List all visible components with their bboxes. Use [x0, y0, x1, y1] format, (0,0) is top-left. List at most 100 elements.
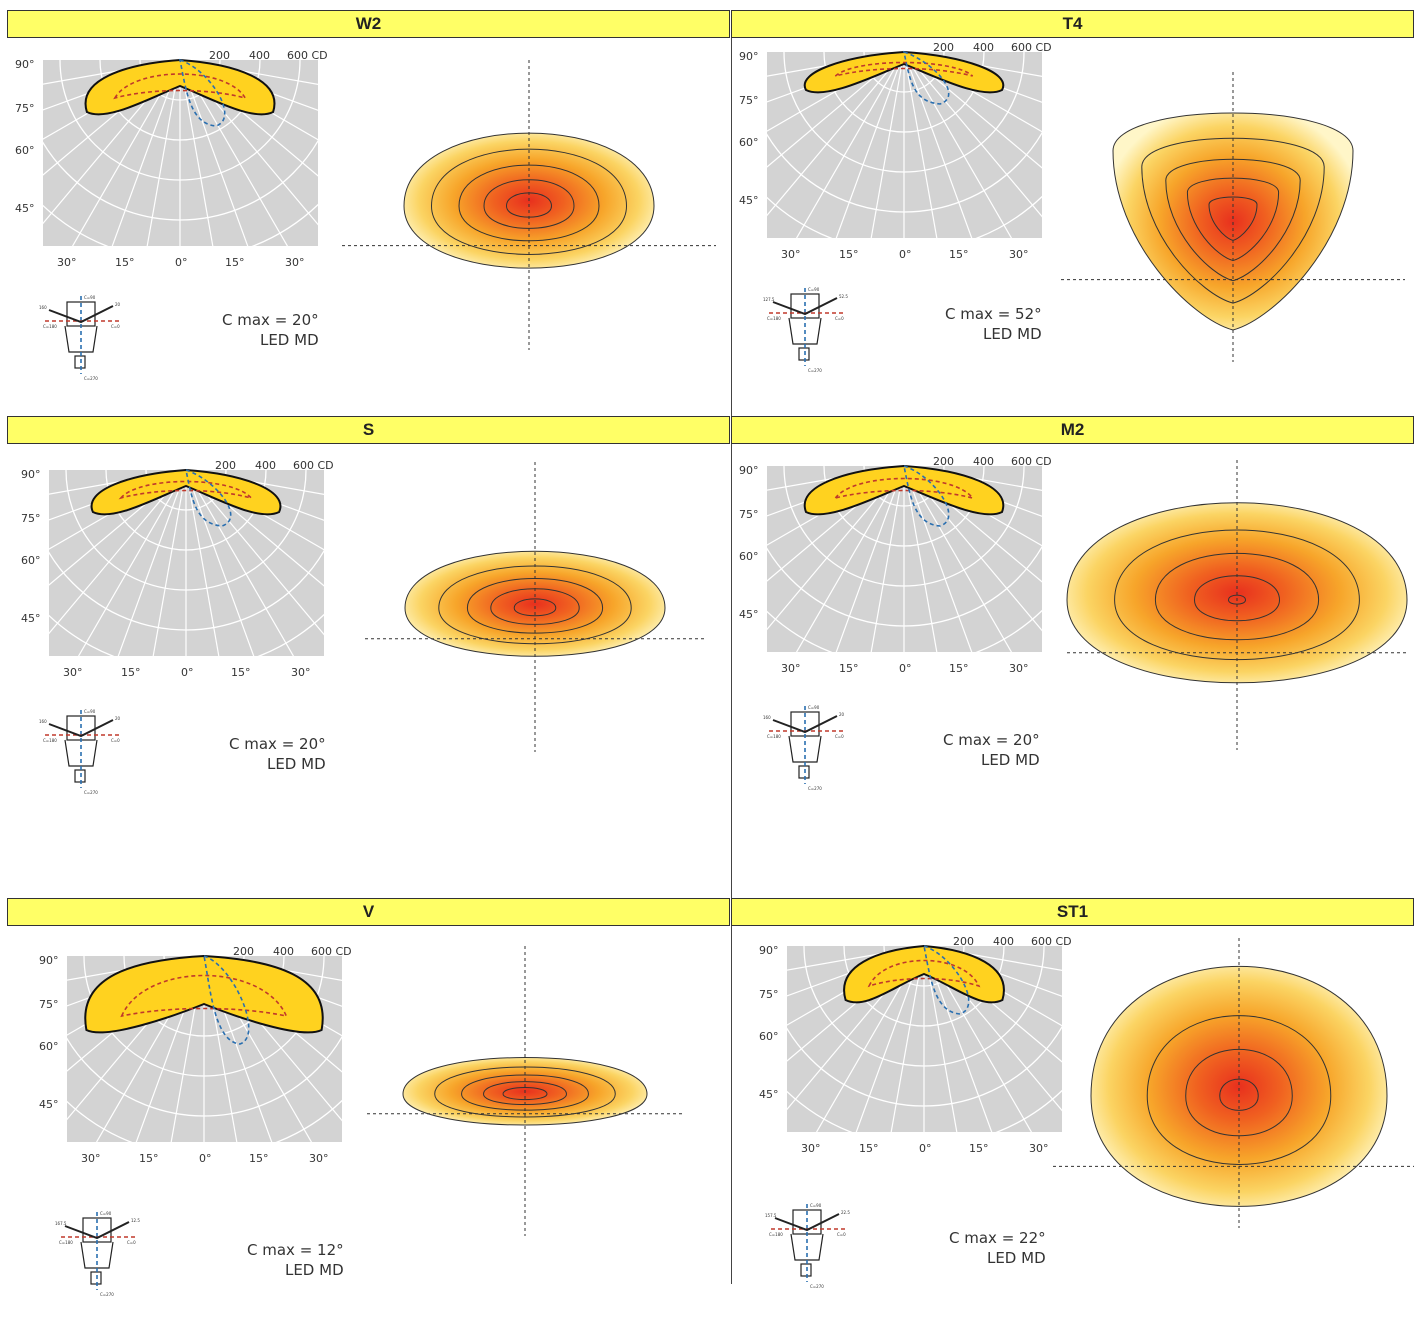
- panel-title: S: [362, 420, 375, 439]
- mount-label-left: 160: [763, 715, 771, 720]
- mount-label-c0: C=0: [111, 324, 120, 329]
- polar-diagram: 200 400 600 CD 90° 75° 60° 45° 30° 15° 0…: [39, 945, 352, 1165]
- cd-label: 200: [215, 459, 236, 472]
- angle-label: 60°: [39, 1040, 59, 1053]
- panel-header: S: [7, 416, 730, 444]
- isolux-diagram: [342, 60, 716, 350]
- polar-diagram: 200 400 600 CD 90° 75° 60° 45° 30° 15° 0…: [15, 49, 328, 269]
- angle-label: 90°: [759, 944, 779, 957]
- luminaire-mount-diagram: C=90 C=0 C=180 C=270 160 20: [39, 295, 121, 381]
- angle-label: 45°: [39, 1098, 59, 1111]
- bottom-angle-label: 15°: [859, 1142, 879, 1155]
- isolux-diagram: [365, 462, 705, 752]
- bottom-angle-label: 30°: [81, 1152, 101, 1165]
- mount-label-c90: C=90: [84, 295, 96, 300]
- cmax-value: C max = 20°: [943, 731, 1040, 749]
- mount-label-c90: C=90: [84, 709, 96, 714]
- photometric-panel: ST1 200 400 600 CD 90° 75° 60° 45° 30° 1…: [731, 898, 1414, 1298]
- angle-label: 60°: [739, 136, 759, 149]
- mount-label-c180: C=180: [767, 734, 781, 739]
- cmax-value: C max = 20°: [229, 735, 326, 753]
- panel-title: T4: [1062, 14, 1083, 33]
- bottom-angle-label: 30°: [1009, 662, 1029, 675]
- panel-title: V: [362, 902, 375, 921]
- polar-curves: [84, 58, 276, 127]
- led-type: LED MD: [266, 755, 326, 773]
- bottom-angle-label: 0°: [919, 1142, 932, 1155]
- cd-label: 200: [953, 935, 974, 948]
- mount-label-right: 22.5: [841, 1210, 850, 1215]
- cd-label: 200: [209, 49, 230, 62]
- cd-label: 600 CD: [293, 459, 334, 472]
- bottom-angle-label: 15°: [115, 256, 135, 269]
- luminaire-mount-diagram: C=90 C=0 C=180 C=270 167.5 12.5: [55, 1211, 140, 1297]
- cd-label: 400: [993, 935, 1014, 948]
- mount-label-c0: C=0: [127, 1240, 136, 1245]
- mount-label-right: 52.5: [839, 294, 848, 299]
- isolux-diagram: [1053, 938, 1414, 1228]
- isolux-diagram: [1061, 72, 1405, 362]
- mount-label-right: 12.5: [131, 1218, 140, 1223]
- polar-curves: [803, 50, 1005, 105]
- angle-label: 90°: [39, 954, 59, 967]
- mount-label-left: 157.5: [765, 1213, 777, 1218]
- cmax-value: C max = 12°: [247, 1241, 344, 1259]
- cd-label: 600 CD: [1031, 935, 1072, 948]
- angle-label: 45°: [15, 202, 35, 215]
- mount-label-c180: C=180: [769, 1232, 783, 1237]
- bottom-angle-label: 15°: [969, 1142, 989, 1155]
- panel-title: W2: [355, 14, 382, 33]
- luminaire-mount-diagram: C=90 C=0 C=180 C=270 160 20: [39, 709, 121, 795]
- mount-label-c90: C=90: [100, 1211, 112, 1216]
- mount-label-left: 160: [39, 719, 47, 724]
- mount-label-c90: C=90: [808, 705, 820, 710]
- angle-label: 60°: [739, 550, 759, 563]
- mount-label-c270: C=270: [84, 376, 98, 381]
- bottom-angle-label: 15°: [139, 1152, 159, 1165]
- bottom-angle-label: 15°: [231, 666, 251, 679]
- mount-label-c90: C=90: [810, 1203, 822, 1208]
- angle-label: 90°: [15, 58, 35, 71]
- polar-diagram: 200 400 600 CD 90° 75° 60° 45° 30° 15° 0…: [759, 935, 1072, 1155]
- angle-label: 45°: [739, 194, 759, 207]
- photometric-panel: M2 200 400 600 CD 90° 75° 60° 45° 30° 15…: [731, 416, 1414, 816]
- panel-header: ST1: [731, 898, 1414, 926]
- isolux-diagram: [367, 946, 683, 1236]
- led-type: LED MD: [986, 1249, 1046, 1267]
- mount-label-c270: C=270: [84, 790, 98, 795]
- mount-label-c0: C=0: [835, 316, 844, 321]
- led-type: LED MD: [284, 1261, 344, 1279]
- bottom-angle-label: 30°: [285, 256, 305, 269]
- bottom-angle-label: 30°: [63, 666, 83, 679]
- angle-label: 90°: [739, 50, 759, 63]
- bottom-angle-label: 0°: [899, 662, 912, 675]
- angle-label: 60°: [21, 554, 41, 567]
- cd-label: 200: [933, 455, 954, 468]
- mount-label-left: 167.5: [55, 1221, 67, 1226]
- mount-label-c0: C=0: [837, 1232, 846, 1237]
- photometric-panel: V 200 400 600 CD 90° 75° 60° 45° 30° 15°…: [7, 898, 730, 1298]
- cmax-value: C max = 52°: [945, 305, 1042, 323]
- cd-label: 600 CD: [311, 945, 352, 958]
- cmax-text: C max = 12° LED MD: [247, 1240, 344, 1280]
- mount-label-c0: C=0: [111, 738, 120, 743]
- mount-label-right: 20: [115, 716, 121, 721]
- cd-label: 600 CD: [1011, 41, 1052, 54]
- bottom-angle-label: 30°: [291, 666, 311, 679]
- cd-label: 400: [255, 459, 276, 472]
- mount-label-c180: C=180: [43, 324, 57, 329]
- panel-header: M2: [731, 416, 1414, 444]
- luminaire-mount-diagram: C=90 C=0 C=180 C=270 160 20: [763, 705, 845, 791]
- polar-curves: [843, 944, 1005, 1015]
- angle-label: 75°: [739, 94, 759, 107]
- panel-title: M2: [1060, 420, 1085, 439]
- polar-grid: [49, 470, 324, 656]
- polar-curves: [90, 468, 282, 527]
- mount-label-c90: C=90: [808, 287, 820, 292]
- photometric-panel: W2 200 400 600 CD 90° 75° 60° 45° 30° 15…: [7, 10, 730, 410]
- luminaire-mount-diagram: C=90 C=0 C=180 C=270 157.5 22.5: [765, 1203, 850, 1289]
- cmax-text: C max = 20° LED MD: [943, 730, 1040, 770]
- bottom-angle-label: 15°: [839, 248, 859, 261]
- cmax-value: C max = 22°: [949, 1229, 1046, 1247]
- cd-label: 200: [233, 945, 254, 958]
